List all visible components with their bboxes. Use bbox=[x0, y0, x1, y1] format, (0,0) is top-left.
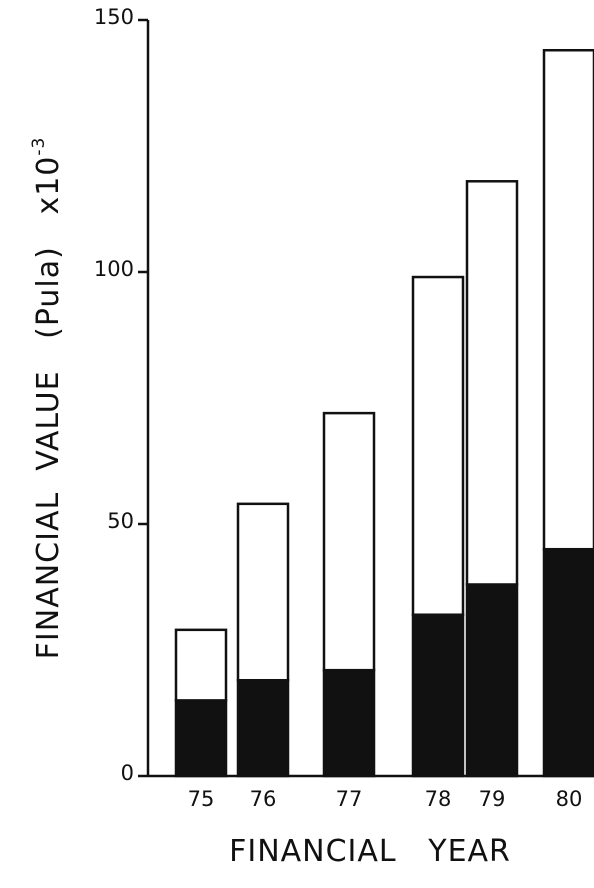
bar-75-segment-1 bbox=[174, 699, 228, 778]
bars-layer bbox=[174, 48, 594, 778]
bar-80-segment-2 bbox=[542, 48, 594, 551]
y-tick-label-0: 0 bbox=[121, 761, 134, 785]
axes-layer bbox=[146, 20, 594, 778]
y-tick-label-100: 100 bbox=[94, 257, 134, 281]
x-tick-label-79: 79 bbox=[479, 787, 506, 811]
bar-79-segment-2 bbox=[465, 180, 519, 586]
bar-76-segment-2 bbox=[236, 502, 290, 682]
x-tick-label-77: 77 bbox=[336, 787, 363, 811]
bar-76-segment-1 bbox=[236, 678, 290, 778]
x-tick-label-75: 75 bbox=[188, 787, 215, 811]
y-axis-exponent: -3 bbox=[29, 137, 49, 156]
ticks-layer: 75 76 77 78 79 80 0 50 100 150 bbox=[94, 5, 582, 811]
x-tick-label-78: 78 bbox=[425, 787, 452, 811]
bar-80-segment-1 bbox=[542, 547, 594, 778]
bar-78-segment-1 bbox=[411, 613, 465, 778]
bar-75-segment-2 bbox=[174, 628, 228, 702]
bar-77-segment-2 bbox=[322, 411, 376, 672]
labels-layer: FINANCIAL YEAR FINANCIAL VALUE (Pula) x1… bbox=[29, 137, 511, 869]
y-tick-label-150: 150 bbox=[94, 5, 134, 29]
x-tick-label-76: 76 bbox=[250, 787, 277, 811]
bar-78-segment-2 bbox=[411, 275, 465, 616]
x-tick-label-80: 80 bbox=[556, 787, 583, 811]
bar-77-segment-1 bbox=[322, 668, 376, 778]
y-axis-title: FINANCIAL VALUE (Pula) x10-3 bbox=[29, 137, 66, 660]
x-axis-title: FINANCIAL YEAR bbox=[229, 834, 511, 869]
bar-79-segment-1 bbox=[465, 583, 519, 778]
y-tick-label-50: 50 bbox=[107, 509, 134, 533]
